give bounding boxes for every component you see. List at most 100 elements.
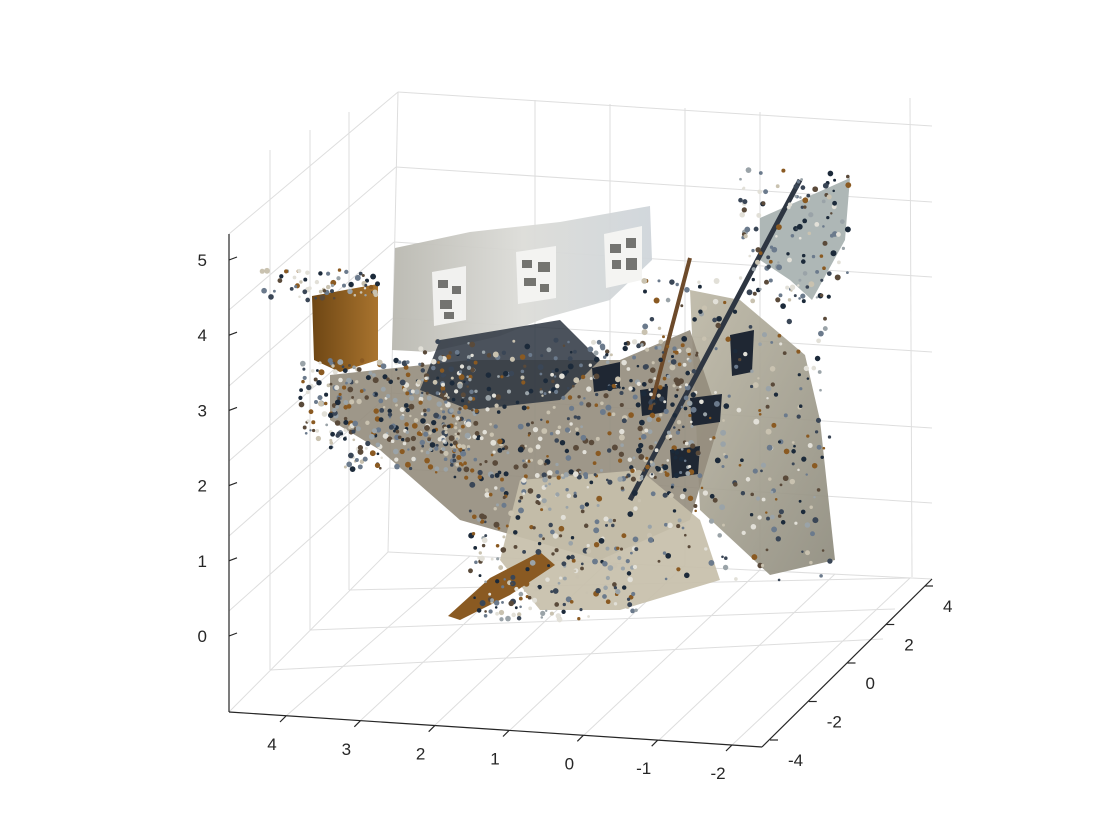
poster bbox=[516, 246, 556, 304]
point bbox=[632, 456, 636, 460]
point bbox=[472, 434, 477, 440]
point bbox=[436, 401, 442, 407]
point bbox=[779, 342, 783, 346]
point bbox=[667, 522, 673, 529]
point bbox=[798, 236, 802, 240]
right-wall bbox=[690, 290, 835, 575]
point bbox=[631, 339, 638, 345]
point bbox=[474, 408, 479, 413]
z-tick-mark bbox=[228, 406, 238, 411]
point bbox=[598, 538, 605, 544]
point bbox=[557, 425, 562, 430]
point bbox=[805, 550, 810, 556]
point bbox=[458, 407, 462, 411]
point bbox=[664, 472, 670, 478]
point bbox=[457, 467, 462, 472]
point bbox=[625, 559, 630, 564]
point bbox=[800, 509, 806, 515]
point bbox=[530, 458, 534, 462]
point bbox=[681, 526, 685, 530]
point bbox=[593, 373, 600, 380]
point bbox=[641, 277, 648, 284]
point bbox=[802, 218, 808, 224]
point bbox=[554, 548, 559, 553]
point bbox=[627, 602, 633, 608]
point bbox=[616, 384, 619, 388]
point bbox=[714, 391, 717, 394]
point bbox=[683, 406, 688, 411]
point bbox=[758, 171, 763, 175]
point bbox=[587, 615, 590, 618]
point bbox=[835, 231, 841, 237]
point bbox=[655, 466, 662, 472]
z-tick-label: 4 bbox=[198, 326, 207, 345]
point bbox=[611, 444, 618, 451]
point bbox=[365, 375, 371, 381]
point bbox=[808, 281, 815, 288]
point bbox=[833, 178, 837, 182]
point bbox=[498, 565, 504, 571]
point bbox=[773, 392, 779, 397]
point bbox=[626, 597, 631, 601]
point bbox=[766, 444, 773, 451]
point bbox=[804, 522, 811, 528]
point bbox=[550, 590, 554, 594]
point bbox=[709, 493, 715, 499]
point bbox=[497, 470, 502, 475]
point bbox=[645, 456, 649, 460]
point bbox=[353, 293, 357, 297]
point bbox=[510, 582, 514, 586]
point bbox=[826, 194, 832, 200]
point bbox=[736, 407, 742, 413]
point bbox=[397, 435, 402, 440]
point bbox=[586, 386, 592, 392]
point bbox=[510, 574, 516, 580]
point bbox=[672, 509, 677, 513]
point bbox=[765, 385, 772, 392]
point bbox=[683, 533, 687, 537]
x-tick-label: 0 bbox=[565, 754, 574, 773]
point bbox=[672, 346, 677, 351]
point bbox=[565, 505, 569, 509]
point bbox=[420, 391, 424, 395]
point bbox=[600, 345, 606, 351]
point bbox=[770, 514, 775, 520]
point bbox=[738, 276, 743, 280]
point bbox=[579, 401, 584, 406]
point bbox=[595, 587, 601, 594]
point bbox=[657, 559, 661, 563]
y-tick-label: 2 bbox=[904, 636, 913, 655]
point bbox=[628, 386, 633, 391]
point bbox=[486, 386, 492, 392]
point bbox=[626, 571, 632, 576]
point bbox=[516, 615, 522, 621]
point bbox=[800, 185, 806, 190]
point bbox=[357, 464, 363, 470]
y-axis-ticks: -4 -2 0 2 4 bbox=[770, 585, 952, 770]
x-tick-label: 2 bbox=[416, 745, 425, 764]
point bbox=[395, 403, 398, 407]
point bbox=[615, 376, 621, 383]
point bbox=[501, 447, 505, 451]
point bbox=[774, 498, 778, 501]
point bbox=[387, 412, 393, 417]
point bbox=[425, 391, 429, 395]
point bbox=[395, 368, 398, 371]
point bbox=[621, 533, 627, 539]
point bbox=[259, 268, 265, 274]
point bbox=[645, 347, 650, 352]
point bbox=[298, 401, 305, 408]
point bbox=[632, 536, 639, 543]
point bbox=[657, 345, 662, 350]
point bbox=[297, 268, 302, 274]
point bbox=[576, 415, 581, 420]
point bbox=[424, 457, 430, 464]
point bbox=[723, 403, 730, 409]
point bbox=[653, 402, 656, 406]
point bbox=[686, 400, 693, 407]
point bbox=[770, 340, 774, 344]
point bbox=[347, 288, 353, 295]
point bbox=[799, 196, 802, 199]
point bbox=[758, 342, 762, 347]
point bbox=[679, 493, 686, 500]
